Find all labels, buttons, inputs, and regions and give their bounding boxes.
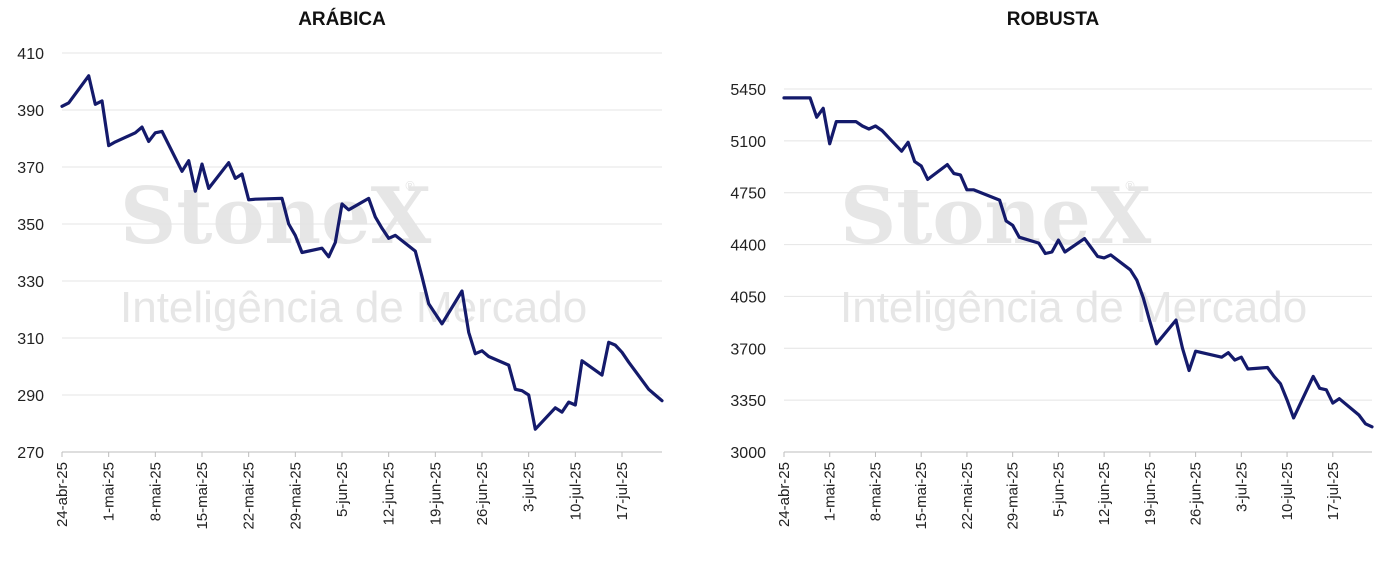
x-axis: 24-abr-25 1-mai-25 8-mai-25 15-mai-25 22-mai… — [776, 451, 1372, 530]
y-tick-label: 370 — [17, 160, 44, 177]
x-tick-label: 17-jul-25 — [1325, 462, 1342, 520]
series-group — [60, 74, 664, 431]
y-tick-label: 310 — [17, 331, 44, 348]
x-tick-label: 17-jul-25 — [614, 462, 631, 520]
x-tick-label: 19-jun-25 — [427, 462, 444, 525]
y-tick-label: 4400 — [730, 238, 766, 255]
y-tick-label: 410 — [17, 46, 44, 63]
watermark-subtitle: Inteligência de Mercado — [120, 283, 587, 332]
x-tick-label: 19-jun-25 — [1142, 462, 1159, 525]
y-tick-label: 290 — [17, 388, 44, 405]
x-tick-label: 29-mai-25 — [287, 462, 304, 530]
x-tick-label: 10-jul-25 — [567, 462, 584, 520]
x-tick-label: 8-mai-25 — [867, 462, 884, 521]
chart-title: ARÁBICA — [298, 8, 386, 30]
x-tick-label: 5-jun-25 — [334, 462, 351, 517]
robusta-chart: ROBUSTA 3000 3350 3700 4050 4400 4750 5100 5450… — [730, 9, 1374, 530]
x-tick-label: 15-mai-25 — [913, 462, 930, 530]
x-tick-label: 26-jun-25 — [1188, 462, 1205, 525]
x-tick-label: 1-mai-25 — [101, 462, 118, 521]
x-tick-label: 5-jun-25 — [1050, 462, 1067, 517]
x-axis: 24-abr-25 1-mai-25 8-mai-25 15-mai-25 22-mai… — [54, 451, 662, 530]
y-tick-label: 390 — [17, 103, 44, 120]
x-tick-label: 15-mai-25 — [194, 462, 211, 530]
y-tick-label: 4750 — [730, 186, 766, 203]
x-tick-label: 10-jul-25 — [1279, 462, 1296, 520]
y-tick-label: 5100 — [730, 134, 766, 151]
y-tick-label: 4050 — [730, 289, 766, 306]
x-tick-label: 24-abr-25 — [776, 462, 793, 527]
series-line — [60, 74, 664, 431]
x-tick-label: 26-jun-25 — [474, 462, 491, 525]
y-tick-label: 270 — [17, 445, 44, 462]
arabica-chart: ARÁBICA 270 290 310 330 350 370 390 410 24-abr-… — [17, 8, 664, 530]
y-axis: 3000 3350 3700 4050 4400 4750 5100 5450 — [730, 82, 766, 462]
x-tick-label: 29-mai-25 — [1005, 462, 1022, 530]
x-tick-label: 8-mai-25 — [147, 462, 164, 521]
y-tick-label: 350 — [17, 217, 44, 234]
x-tick-label: 24-abr-25 — [54, 462, 71, 527]
y-tick-label: 5450 — [730, 82, 766, 99]
x-tick-label: 3-jul-25 — [521, 462, 538, 512]
y-axis: 270 290 310 330 350 370 390 410 — [17, 46, 44, 462]
watermark-right: StoneX ® Inteligência de Mercado — [840, 171, 1307, 332]
grid — [784, 88, 1372, 401]
watermark-subtitle: Inteligência de Mercado — [840, 283, 1307, 332]
x-tick-label: 22-mai-25 — [959, 462, 976, 530]
chart-title: ROBUSTA — [1007, 9, 1100, 30]
x-tick-label: 12-jun-25 — [381, 462, 398, 525]
y-tick-label: 3350 — [730, 393, 766, 410]
y-tick-label: 330 — [17, 274, 44, 291]
series-line — [782, 96, 1374, 429]
watermark-brand: StoneX — [840, 171, 1152, 262]
watermark-brand: StoneX — [120, 171, 432, 262]
grid — [62, 52, 662, 396]
watermark-left: StoneX ® Inteligência de Mercado — [120, 171, 587, 332]
series-group — [782, 96, 1374, 429]
x-tick-label: 3-jul-25 — [1233, 462, 1250, 512]
x-tick-label: 12-jun-25 — [1096, 462, 1113, 525]
x-tick-label: 1-mai-25 — [822, 462, 839, 521]
y-tick-label: 3000 — [730, 445, 766, 462]
y-tick-label: 3700 — [730, 341, 766, 358]
watermark-registered: ® — [1124, 179, 1136, 193]
watermark-registered: ® — [404, 179, 416, 193]
x-tick-label: 22-mai-25 — [241, 462, 258, 530]
